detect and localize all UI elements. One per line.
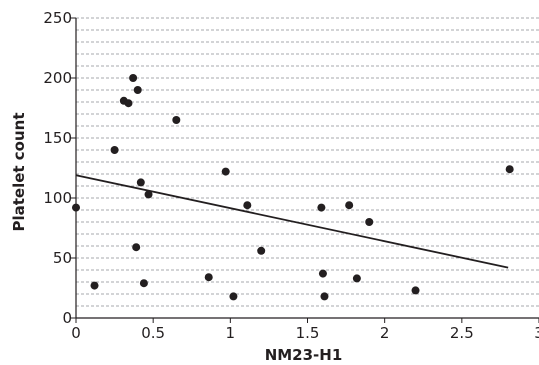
data-point (243, 201, 252, 210)
y-axis-title: Platelet count (10, 112, 28, 231)
data-point (72, 203, 80, 212)
axes (70, 17, 539, 323)
data-point (345, 201, 354, 210)
y-tick-label: 200 (43, 69, 72, 87)
data-point (132, 243, 141, 252)
x-tick-label: 3 (534, 324, 539, 342)
data-point (172, 116, 181, 124)
x-tick-label: 2 (380, 324, 390, 342)
data-point (505, 165, 514, 174)
data-point (229, 292, 238, 301)
x-tick-label: 2.5 (450, 324, 474, 342)
grid-lines (76, 17, 539, 307)
data-point (204, 273, 213, 282)
data-point (90, 281, 99, 290)
y-tick-label: 100 (43, 189, 72, 207)
data-point (133, 86, 142, 94)
data-point (144, 190, 153, 199)
y-tick-label: 50 (53, 249, 72, 267)
data-point (411, 286, 420, 295)
data-point (318, 269, 327, 278)
data-point (136, 178, 145, 187)
data-point (365, 218, 374, 226)
data-point (257, 246, 266, 255)
data-point (110, 146, 119, 154)
x-tick-label: 1 (226, 324, 236, 342)
data-point (317, 203, 326, 212)
x-tick-label: 0 (71, 324, 81, 342)
x-axis-title: NM23-H1 (265, 346, 343, 364)
y-tick-label: 0 (62, 309, 72, 327)
data-point (124, 99, 133, 108)
x-tick-label: 1.5 (296, 324, 320, 342)
y-tick-label: 250 (43, 9, 72, 27)
tick-labels: 0 50 100 150 200 250 0 0.5 1 1.5 2 2.5 3 (43, 9, 539, 342)
y-tick-label: 150 (43, 129, 72, 147)
data-point (221, 167, 230, 176)
data-point (139, 279, 148, 288)
data-points (72, 74, 514, 301)
x-tick-label: 0.5 (141, 324, 165, 342)
trend-line (75, 174, 509, 269)
data-point (352, 274, 361, 283)
data-point (320, 292, 329, 301)
data-point (129, 74, 138, 82)
